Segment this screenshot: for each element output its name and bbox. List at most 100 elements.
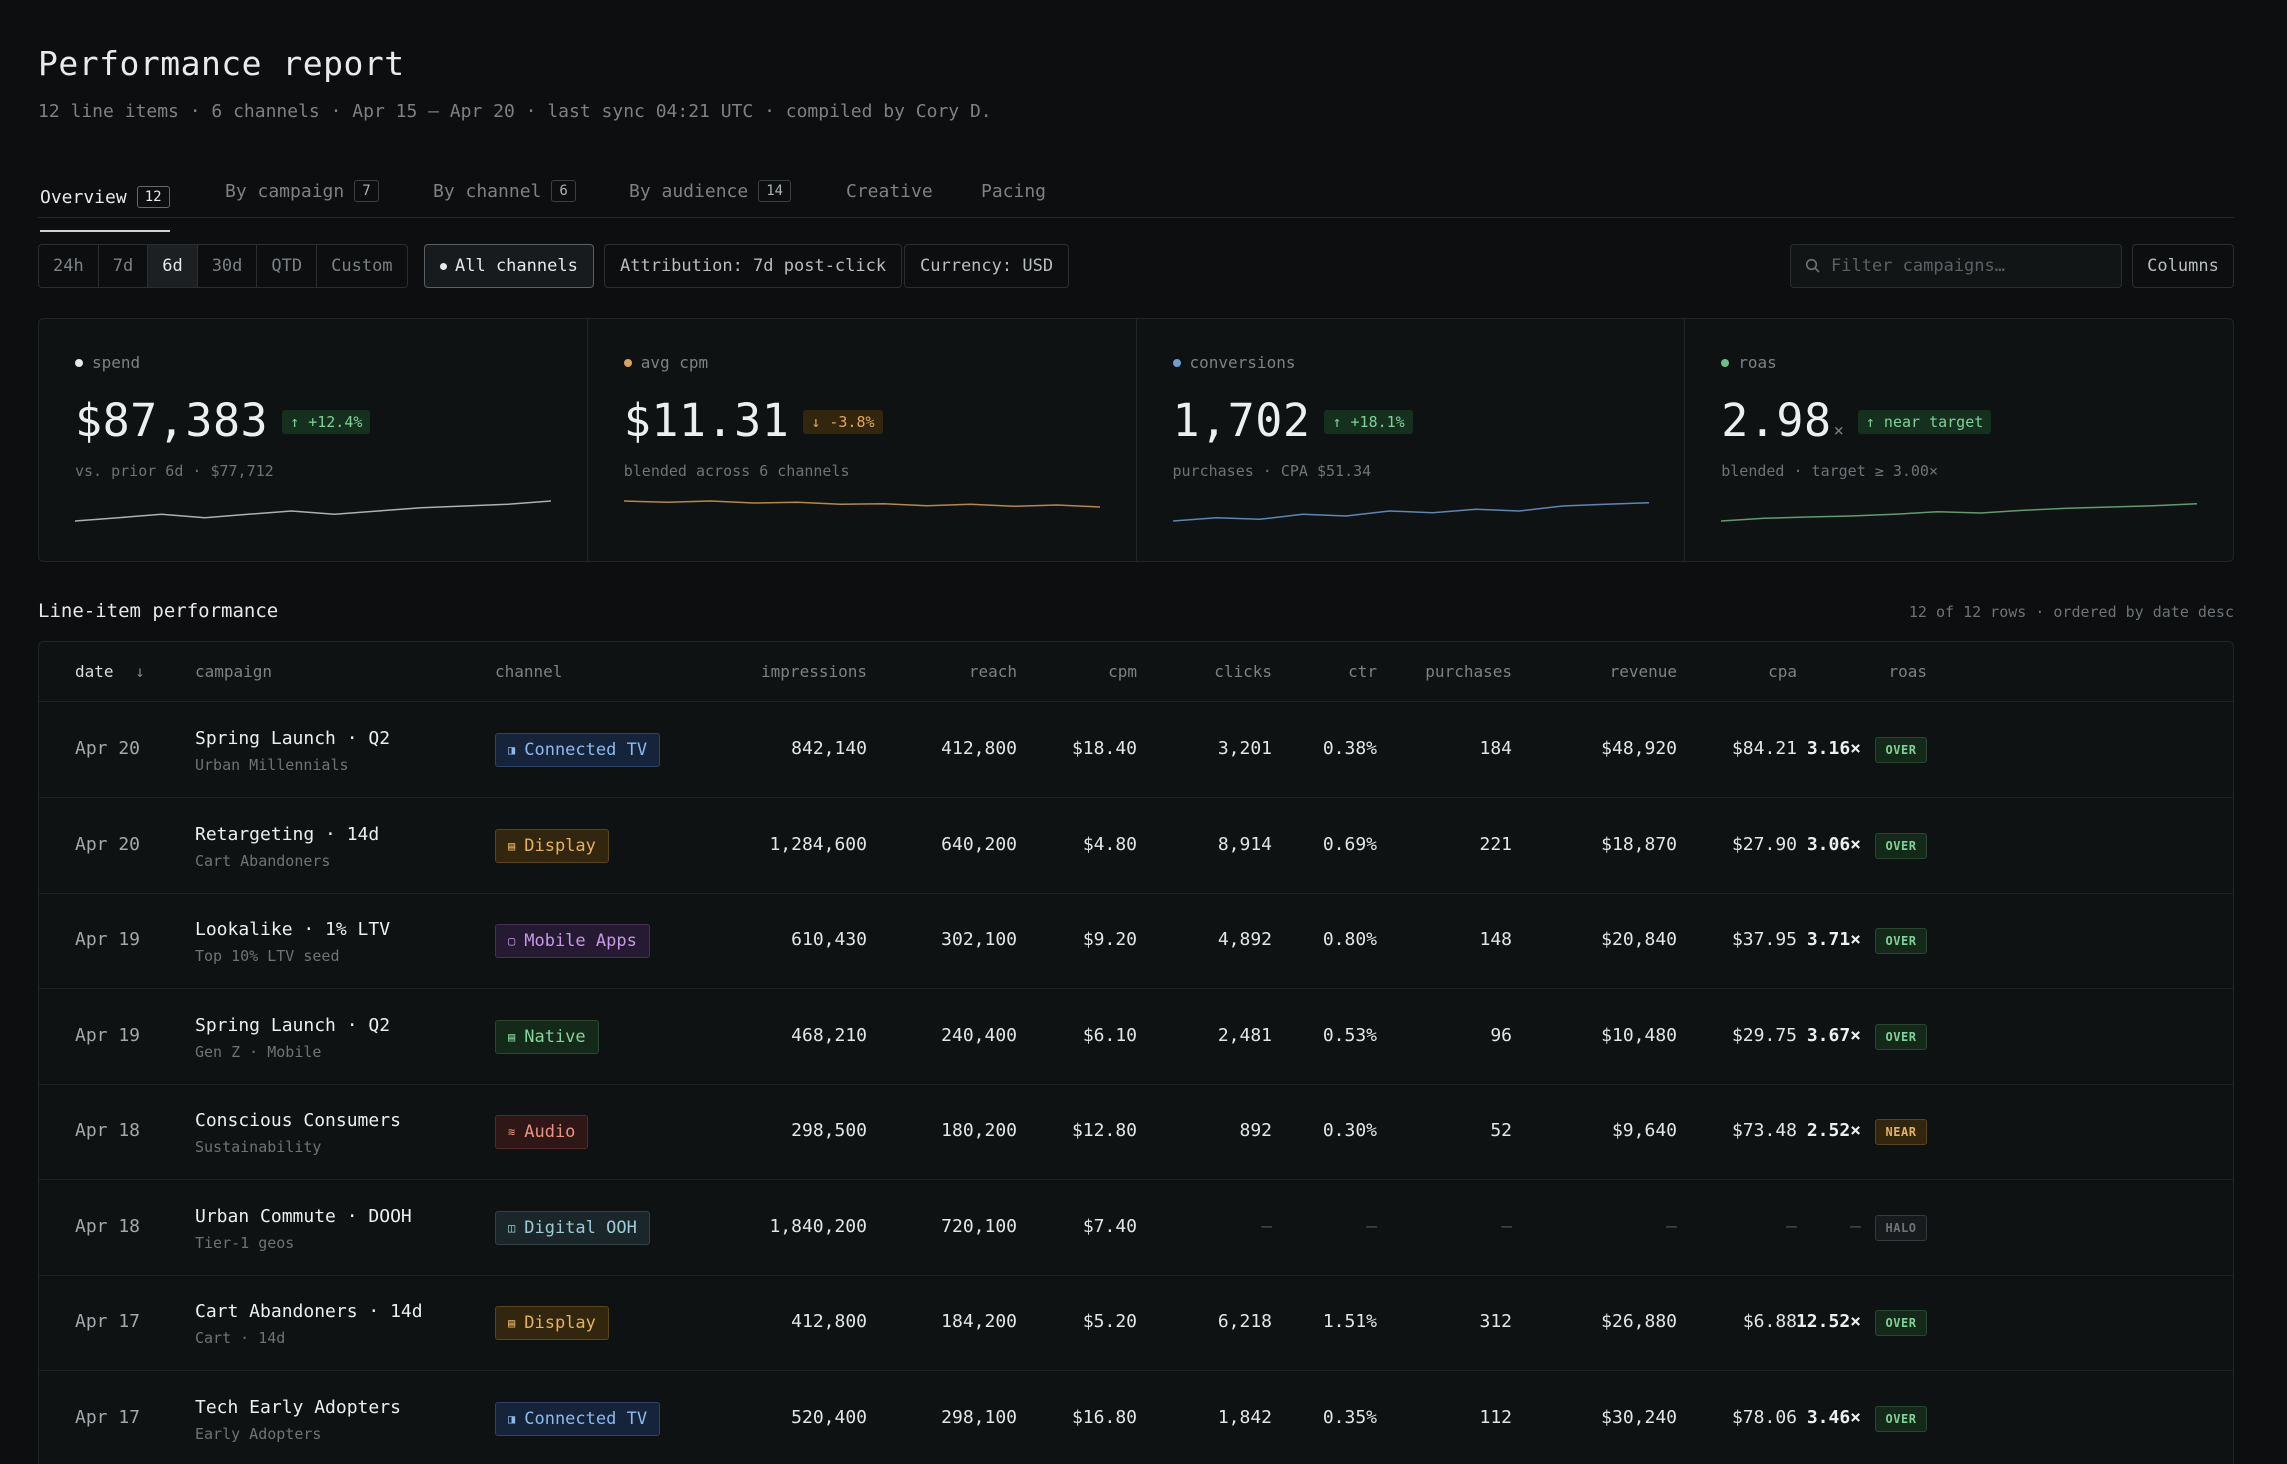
row-date: Apr 20 (75, 833, 141, 855)
cell-reach: 240,400 (941, 1024, 1017, 1046)
campaign-name[interactable]: Cart Abandoners · 14d (195, 1301, 423, 1322)
cell-cpa: — (1786, 1215, 1797, 1237)
channel-chip[interactable]: ▢ Mobile Apps (495, 924, 650, 958)
cell-reach: 298,100 (941, 1406, 1017, 1428)
kpi-label-text: spend (92, 353, 141, 372)
cell-cpa: $84.21 (1731, 738, 1797, 759)
range-30d[interactable]: 30d (198, 245, 258, 287)
currency-dropdown[interactable]: Currency: USD (904, 244, 1070, 288)
search-input[interactable] (1831, 256, 2091, 276)
cell-revenue: $30,240 (1601, 1406, 1677, 1428)
table-row[interactable]: Apr 19 Lookalike · 1% LTV Top 10% LTV se… (39, 893, 2233, 989)
column-header-clicks[interactable]: clicks (1214, 662, 1272, 681)
channel-chip[interactable]: ◫ Digital OOH (495, 1210, 650, 1245)
channel-label: Display (524, 835, 596, 856)
table-row[interactable]: Apr 18 Conscious Consumers Sustainabilit… (39, 1084, 2233, 1180)
cell-clicks: 3,201 (1217, 738, 1272, 759)
tab-bar: Overview 12 By campaign 7 By channel 6 B… (38, 164, 2234, 232)
sparkline-chart (75, 500, 551, 522)
channel-filter-button[interactable]: All channels (424, 244, 594, 288)
column-header-purchases[interactable]: purchases (1425, 662, 1512, 681)
status-badge: HALO (1875, 1214, 1927, 1241)
channel-chip[interactable]: ▤ Native (495, 1019, 599, 1054)
tab-pacing[interactable]: Pacing (981, 178, 1046, 218)
campaign-audience: Cart Abandoners (195, 851, 331, 870)
column-header-date[interactable]: date ↓ (75, 662, 145, 681)
channel-chip[interactable]: ≋ Audio (495, 1115, 589, 1149)
campaign-name[interactable]: Tech Early Adopters (195, 1396, 401, 1418)
column-header-reach[interactable]: reach (968, 662, 1017, 681)
cell-ctr: 0.53% (1322, 1024, 1377, 1046)
campaign-name[interactable]: Lookalike · 1% LTV (195, 919, 391, 940)
range-7d[interactable]: 7d (99, 245, 149, 287)
cell-cpa: $6.88 (1742, 1311, 1797, 1332)
table-row[interactable]: Apr 19 Spring Launch · Q2 Gen Z · Mobile… (39, 989, 2233, 1085)
column-header-campaign[interactable]: campaign (195, 662, 273, 681)
range-qtd[interactable]: QTD (257, 245, 318, 287)
table-row[interactable]: Apr 17 Tech Early Adopters Early Adopter… (39, 1371, 2233, 1464)
column-header-cpa[interactable]: cpa (1768, 662, 1797, 681)
channel-chip[interactable]: ◨ Connected TV (495, 733, 661, 767)
cell-cpm: $16.80 (1071, 1406, 1137, 1428)
campaign-name[interactable]: Spring Launch · Q2 (195, 728, 391, 749)
cell-impressions: 842,140 (791, 738, 867, 759)
section-title: Line-item performance (38, 600, 279, 622)
column-header-impressions[interactable]: impressions (761, 662, 867, 681)
campaign-name[interactable]: Conscious Consumers (195, 1110, 401, 1131)
tab-count: 6 (551, 180, 576, 202)
tab-by-channel[interactable]: By channel 6 (433, 178, 576, 218)
campaign-name[interactable]: Spring Launch · Q2 (195, 1014, 391, 1036)
column-header-roas[interactable]: roas (1888, 662, 1927, 681)
row-date: Apr 18 (75, 1215, 141, 1237)
range-6d[interactable]: 6d (148, 245, 198, 287)
cell-ctr: 0.35% (1322, 1406, 1377, 1428)
column-header-ctr[interactable]: ctr (1348, 662, 1377, 681)
channel-chip[interactable]: ▤ Display (495, 1306, 609, 1340)
table-row[interactable]: Apr 20 Spring Launch · Q2 Urban Millenni… (39, 702, 2233, 798)
range-custom[interactable]: Custom (331, 256, 393, 276)
table-row[interactable]: Apr 18 Urban Commute · DOOH Tier-1 geos … (39, 1180, 2233, 1276)
tab-creative[interactable]: Creative (846, 178, 933, 218)
dot-icon (1172, 358, 1181, 367)
row-date: Apr 18 (75, 1120, 141, 1141)
channel-label: Native (524, 1026, 586, 1047)
kpi-card-roas: roas 2.98 × ↑ near target blended · targ… (1685, 319, 2233, 561)
cell-purchases: 112 (1479, 1406, 1512, 1428)
campaign-name[interactable]: Retargeting · 14d (195, 823, 380, 845)
columns-button[interactable]: Columns (2132, 244, 2234, 288)
cell-roas: 3.16× (1806, 738, 1861, 759)
status-badge: OVER (1875, 1023, 1927, 1050)
campaign-name[interactable]: Urban Commute · DOOH (195, 1205, 412, 1227)
tab-overview[interactable]: Overview 12 (40, 178, 170, 232)
kpi-unit: × (1833, 421, 1844, 441)
cell-ctr: 0.80% (1322, 929, 1377, 950)
tab-by-audience[interactable]: By audience 14 (629, 178, 792, 218)
tab-by-campaign[interactable]: By campaign 7 (225, 178, 379, 218)
table-row[interactable]: Apr 17 Cart Abandoners · 14d Cart · 14d … (39, 1275, 2233, 1371)
cell-revenue: — (1666, 1215, 1677, 1237)
table-row[interactable]: Apr 20 Retargeting · 14d Cart Abandoners… (39, 798, 2233, 894)
cell-revenue: $18,870 (1601, 833, 1677, 855)
status-badge: OVER (1875, 1310, 1927, 1336)
cell-cpm: $4.80 (1082, 833, 1137, 855)
cell-impressions: 1,840,200 (769, 1215, 867, 1237)
campaign-audience: Gen Z · Mobile (195, 1042, 322, 1061)
tab-count: 14 (758, 180, 792, 202)
channel-chip[interactable]: ▤ Display (495, 828, 609, 863)
channel-icon: ≋ (508, 1125, 516, 1139)
status-badge: OVER (1875, 1405, 1927, 1432)
range-24h[interactable]: 24h (39, 245, 99, 287)
cell-cpa: $78.06 (1731, 1406, 1797, 1428)
status-badge: NEAR (1875, 1119, 1927, 1145)
column-header-cpm[interactable]: cpm (1108, 662, 1137, 681)
column-header-channel[interactable]: channel (495, 662, 563, 681)
cell-clicks: 6,218 (1217, 1311, 1272, 1332)
column-header-revenue[interactable]: revenue (1609, 662, 1677, 681)
dot-icon (623, 358, 632, 367)
kpi-value: 2.98 (1721, 394, 1832, 447)
cell-purchases: 96 (1490, 1024, 1512, 1046)
sparkline-path (75, 500, 551, 522)
channel-chip[interactable]: ◨ Connected TV (495, 1401, 661, 1436)
attribution-dropdown[interactable]: Attribution: 7d post-click (604, 244, 903, 288)
kpi-delta-badge: ↑ near target (1857, 410, 1992, 434)
